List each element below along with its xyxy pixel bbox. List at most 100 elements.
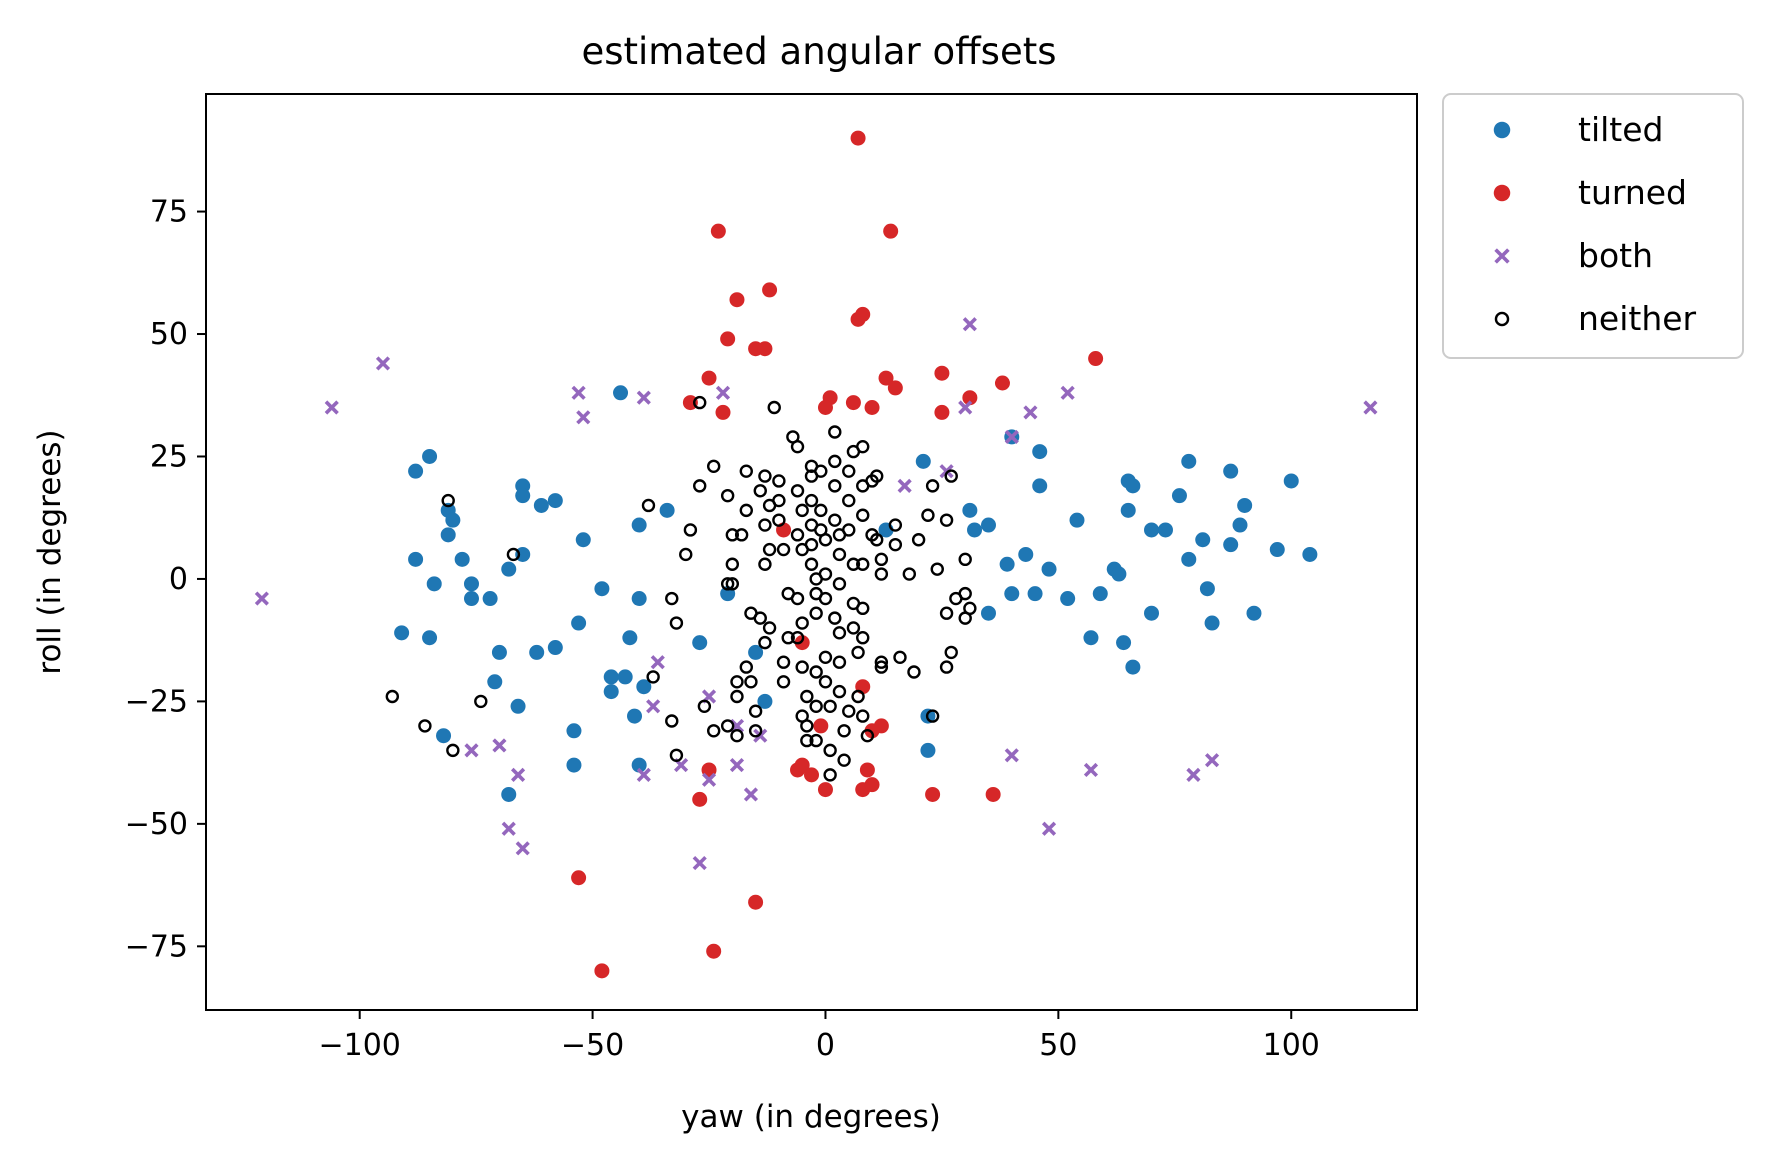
data-point-neither [939, 660, 954, 674]
data-point-neither [925, 479, 940, 493]
data-point-neither [762, 542, 777, 557]
data-point-neither [856, 601, 870, 616]
data-point-neither [474, 694, 488, 709]
data-point-neither [902, 567, 917, 581]
data-point-tilted [613, 385, 629, 401]
data-point-neither [683, 523, 698, 537]
data-point-neither [665, 714, 679, 728]
data-point-turned [682, 395, 698, 411]
chart-title: estimated angular offsets [581, 30, 1056, 73]
data-point-both [715, 385, 731, 400]
y-tick-label: 25 [150, 439, 188, 474]
data-point-tilted [915, 453, 931, 469]
data-point-tilted [1181, 453, 1197, 469]
data-point-neither [939, 606, 954, 620]
data-point-neither [828, 611, 842, 625]
data-point-turned [934, 404, 950, 420]
data-point-neither [818, 675, 833, 689]
data-point-neither [925, 709, 940, 723]
data-point-neither [725, 528, 740, 542]
data-point-neither [837, 753, 851, 767]
data-point-tilted [631, 757, 647, 773]
data-point-neither [958, 552, 972, 567]
x-tick-label: −100 [319, 1028, 401, 1063]
data-point-neither [748, 704, 763, 718]
data-point-neither [907, 665, 921, 679]
data-point-tilted [1032, 478, 1048, 494]
data-point-tilted [1083, 630, 1099, 646]
data-point-tilted [659, 502, 675, 518]
legend-label-both: both [1578, 236, 1653, 275]
data-point-tilted [547, 640, 563, 656]
data-point-tilted [463, 576, 479, 592]
data-point-neither [814, 464, 828, 478]
data-point-neither [776, 655, 791, 669]
data-point-neither [758, 518, 772, 532]
y-tick-label: 50 [150, 317, 188, 352]
data-point-neither [706, 459, 721, 473]
y-tick-label: 0 [169, 562, 188, 597]
data-point-turned [1088, 351, 1104, 367]
data-point-neither [790, 591, 805, 606]
data-point-tilted [1204, 615, 1220, 631]
data-point-neither [846, 621, 861, 635]
data-point-turned [710, 223, 726, 239]
data-point-turned [729, 292, 745, 308]
data-point-neither [790, 631, 805, 645]
data-point-tilted [1041, 561, 1057, 577]
data-point-tilted [463, 591, 479, 607]
data-point-tilted [1232, 517, 1248, 533]
data-point-neither [856, 439, 870, 454]
data-point-neither [958, 586, 972, 601]
data-point-tilted [757, 693, 773, 709]
data-point-neither [856, 709, 870, 723]
data-point-neither [734, 528, 749, 542]
data-point-tilted [999, 556, 1015, 572]
data-point-turned [813, 718, 829, 734]
x-axis-label: yaw (in degrees) [681, 1099, 941, 1135]
data-point-neither [804, 557, 819, 571]
series-neither [385, 395, 977, 782]
data-point-tilted [1111, 566, 1127, 582]
data-point-neither [832, 547, 847, 562]
data-point-tilted [1171, 488, 1187, 504]
data-point-tilted [394, 625, 410, 641]
data-point-neither [795, 616, 809, 630]
data-point-both [492, 738, 507, 753]
data-point-neither [832, 684, 847, 699]
y-axis-ticks: −75 −50 −25 0 25 50 75 [125, 195, 206, 964]
data-point-both [743, 787, 759, 802]
x-tick-label: −50 [561, 1028, 624, 1063]
data-point-tilted [566, 757, 582, 773]
data-point-neither [809, 699, 823, 713]
data-point-both [571, 385, 586, 400]
data-point-turned [594, 963, 610, 979]
data-point-both [1363, 400, 1378, 415]
data-point-both [939, 464, 954, 479]
data-point-neither [856, 631, 870, 645]
data-point-neither [795, 503, 809, 518]
data-point-turned [864, 723, 880, 739]
data-point-tilted [1269, 542, 1285, 558]
data-point-tilted [631, 517, 647, 533]
data-point-both [646, 699, 661, 714]
data-point-tilted [515, 546, 531, 562]
data-point-neither [818, 533, 833, 547]
data-point-neither [842, 704, 856, 718]
legend-box [1442, 93, 1744, 359]
legend-marker-tilted [1493, 121, 1511, 139]
data-point-both [1186, 767, 1201, 782]
data-point-neither [720, 719, 735, 733]
data-point-tilted [491, 644, 507, 660]
plot-frame [205, 93, 1418, 1011]
data-point-tilted [603, 669, 619, 685]
data-point-tilted [748, 644, 764, 660]
data-point-neither [730, 728, 744, 743]
data-point-neither [697, 699, 712, 713]
data-point-turned [762, 282, 778, 298]
data-point-turned [817, 399, 833, 415]
data-point-turned [878, 370, 894, 386]
data-point-tilted [1092, 586, 1108, 602]
data-point-tilted [627, 708, 643, 724]
